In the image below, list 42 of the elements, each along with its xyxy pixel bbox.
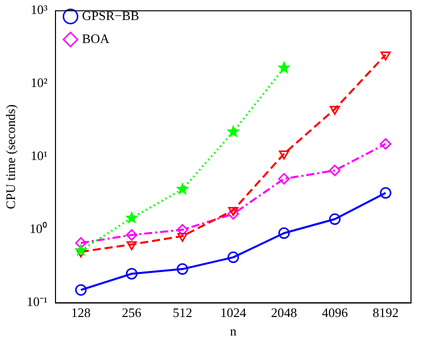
point <box>277 60 291 74</box>
point <box>330 106 340 115</box>
point <box>177 232 188 242</box>
point <box>278 173 290 185</box>
point <box>329 164 341 176</box>
y-tick-label: 10¹ <box>30 148 48 164</box>
point <box>226 124 240 138</box>
legend-label: GPSR−BB <box>82 8 140 23</box>
y-axis-title: CPU time (seconds) <box>3 104 18 210</box>
point <box>380 187 392 199</box>
point <box>278 150 290 160</box>
point <box>176 263 188 275</box>
y-tick-label: 10² <box>30 75 48 90</box>
x-tick-label: 512 <box>172 305 192 320</box>
point <box>126 229 138 241</box>
point <box>380 52 391 60</box>
x-axis-title: n <box>230 324 237 339</box>
point <box>75 237 87 249</box>
x-tick-label: 2048 <box>271 305 298 320</box>
x-tick-label: 1024 <box>220 305 247 320</box>
point <box>75 284 87 296</box>
point <box>278 227 290 239</box>
point <box>228 207 238 216</box>
point <box>176 224 188 236</box>
x-tick-label: 8192 <box>372 305 399 320</box>
point <box>74 244 88 256</box>
y-tick-label: 10⁻¹ <box>26 294 48 310</box>
legend-label: BOA <box>82 30 110 46</box>
point <box>126 241 137 250</box>
point <box>176 182 190 195</box>
point <box>76 248 86 258</box>
y-tick-label: 10⁰ <box>29 221 48 236</box>
point <box>228 252 239 264</box>
point <box>125 211 138 224</box>
point <box>329 213 341 225</box>
point <box>228 208 239 220</box>
x-tick-label: 128 <box>71 305 91 320</box>
point <box>380 138 392 150</box>
x-tick-label: 4096 <box>322 305 348 320</box>
x-tick-label: 256 <box>122 305 142 320</box>
point <box>126 268 138 280</box>
y-tick-label: 10³ <box>30 2 48 18</box>
